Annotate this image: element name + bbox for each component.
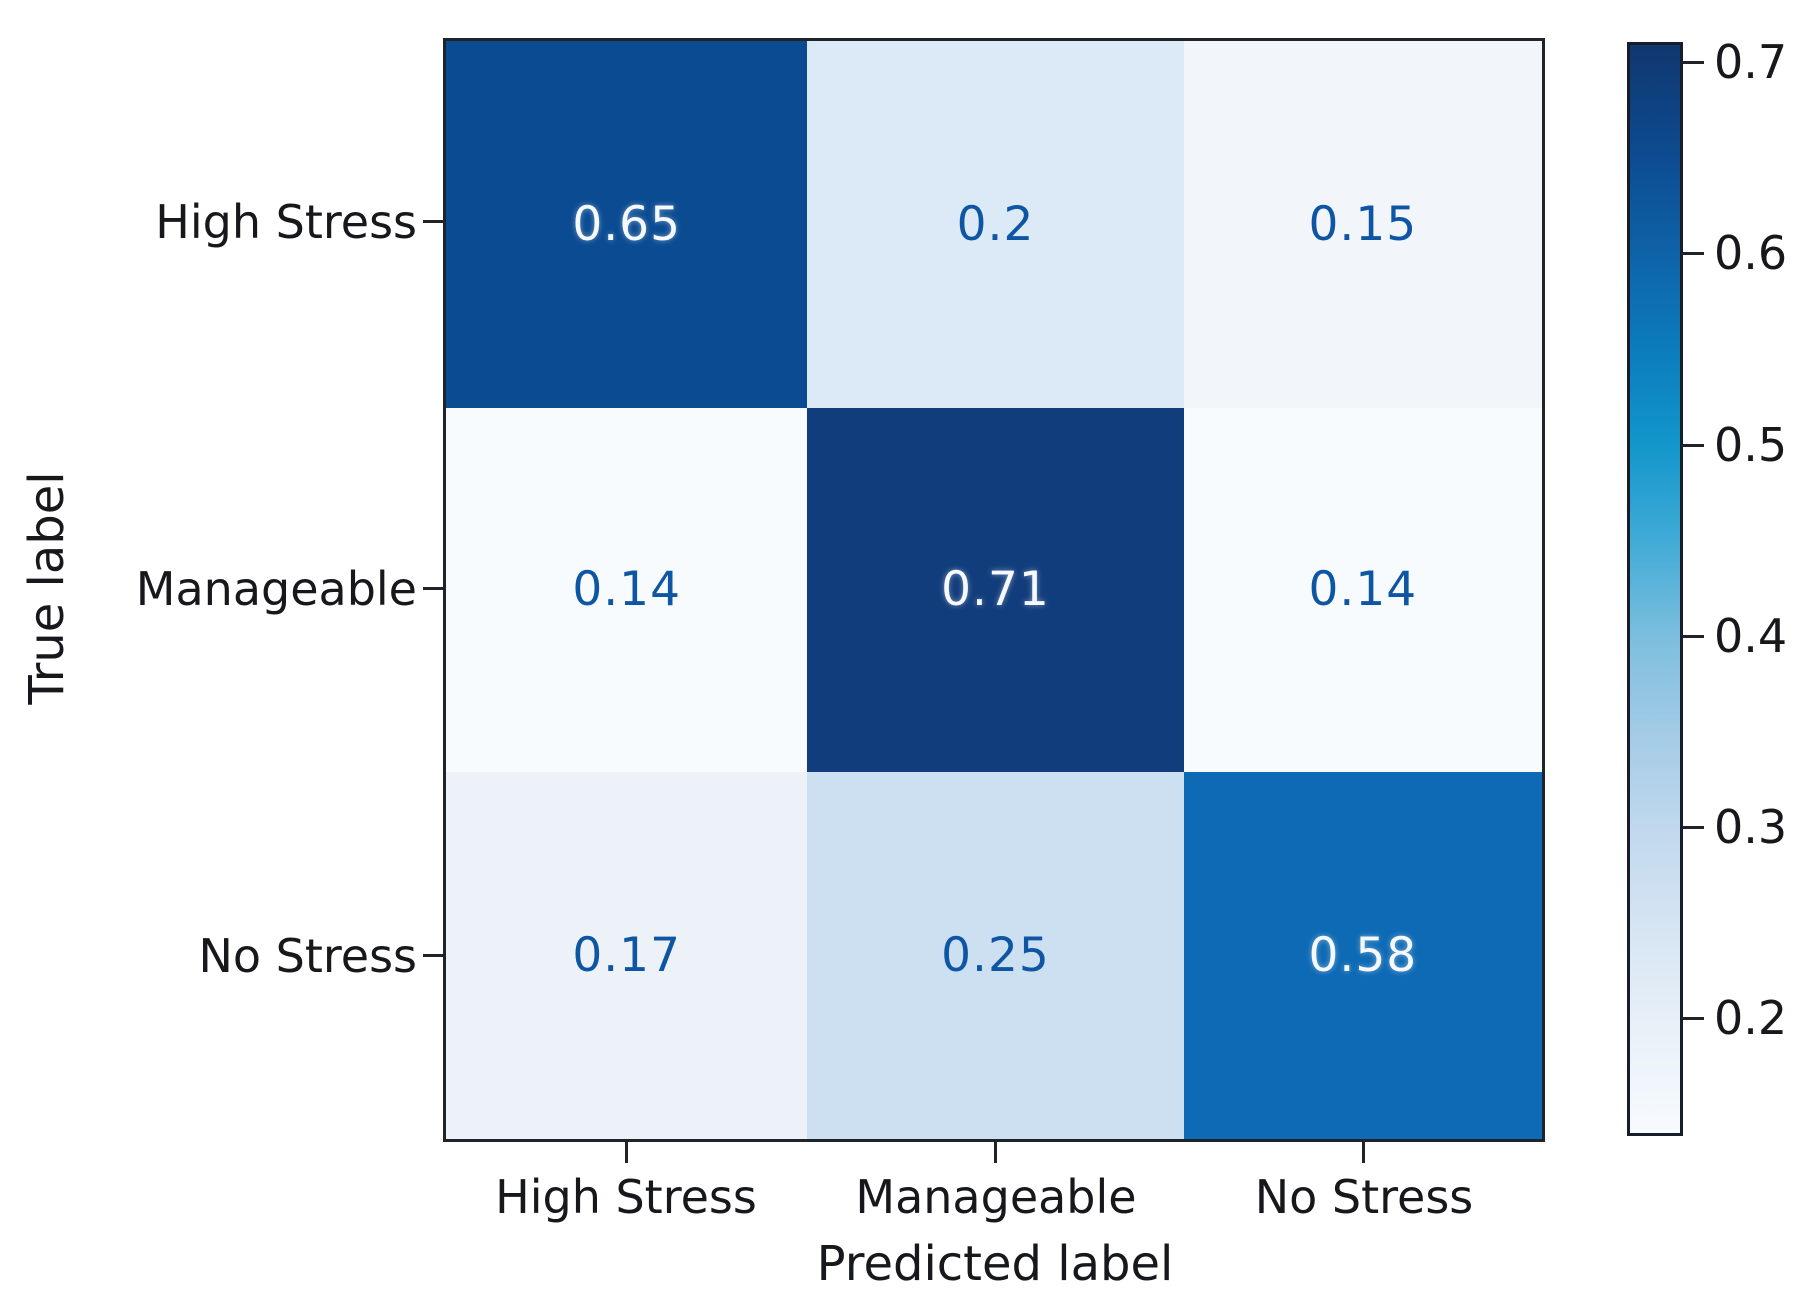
heatmap-cell: 0.65 xyxy=(446,41,808,408)
colorbar-gradient xyxy=(1627,42,1683,1136)
x-tick-label: No Stress xyxy=(1254,1170,1474,1224)
y-tick-label: High Stress xyxy=(155,195,417,249)
colorbar-tick xyxy=(1682,635,1704,638)
colorbar-tick xyxy=(1682,444,1704,447)
y-tick-label: No Stress xyxy=(198,929,417,983)
x-tick-label: High Stress xyxy=(495,1170,757,1224)
colorbar-tick-label: 0.6 xyxy=(1714,226,1788,280)
heatmap-cell: 0.25 xyxy=(807,772,1184,1139)
heatmap-cell: 0.15 xyxy=(1183,41,1542,408)
heatmap-cell: 0.2 xyxy=(807,41,1184,408)
x-axis-title: Predicted label xyxy=(816,1236,1174,1292)
colorbar-tick-label: 0.3 xyxy=(1714,800,1788,854)
colorbar-tick-label: 0.4 xyxy=(1714,609,1788,663)
x-tick-label: Manageable xyxy=(855,1170,1137,1224)
colorbar-tick xyxy=(1682,252,1704,255)
y-tick xyxy=(423,220,443,223)
x-tick xyxy=(625,1141,628,1163)
colorbar-tick-label: 0.2 xyxy=(1714,991,1788,1045)
colorbar-tick xyxy=(1682,826,1704,829)
colorbar-tick-label: 0.7 xyxy=(1714,35,1788,89)
heatmap-cell: 0.14 xyxy=(446,407,808,773)
y-tick xyxy=(423,587,443,590)
colorbar-tick xyxy=(1682,1017,1704,1020)
colorbar-tick-label: 0.5 xyxy=(1714,418,1788,472)
heatmap-cell: 0.14 xyxy=(1183,407,1542,773)
colorbar-tick xyxy=(1682,61,1704,64)
x-tick xyxy=(994,1141,997,1163)
heatmap-cell: 0.58 xyxy=(1183,772,1542,1139)
y-tick-label: Manageable xyxy=(135,562,417,616)
x-tick xyxy=(1362,1141,1365,1163)
heatmap-cell: 0.17 xyxy=(446,772,808,1139)
y-tick xyxy=(423,954,443,957)
heatmap-cell: 0.71 xyxy=(807,407,1184,773)
heatmap-grid: 0.65 0.2 0.15 0.14 0.71 0.14 0.17 0.25 0… xyxy=(443,38,1545,1142)
